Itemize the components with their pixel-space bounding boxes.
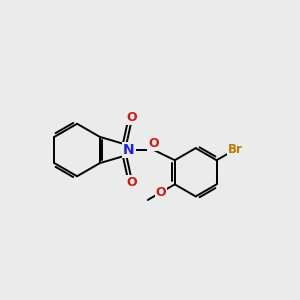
Text: O: O	[148, 137, 159, 150]
Text: O: O	[156, 186, 166, 199]
Text: O: O	[126, 176, 136, 189]
Text: N: N	[123, 143, 135, 157]
Text: Br: Br	[228, 143, 243, 156]
Text: O: O	[126, 111, 136, 124]
